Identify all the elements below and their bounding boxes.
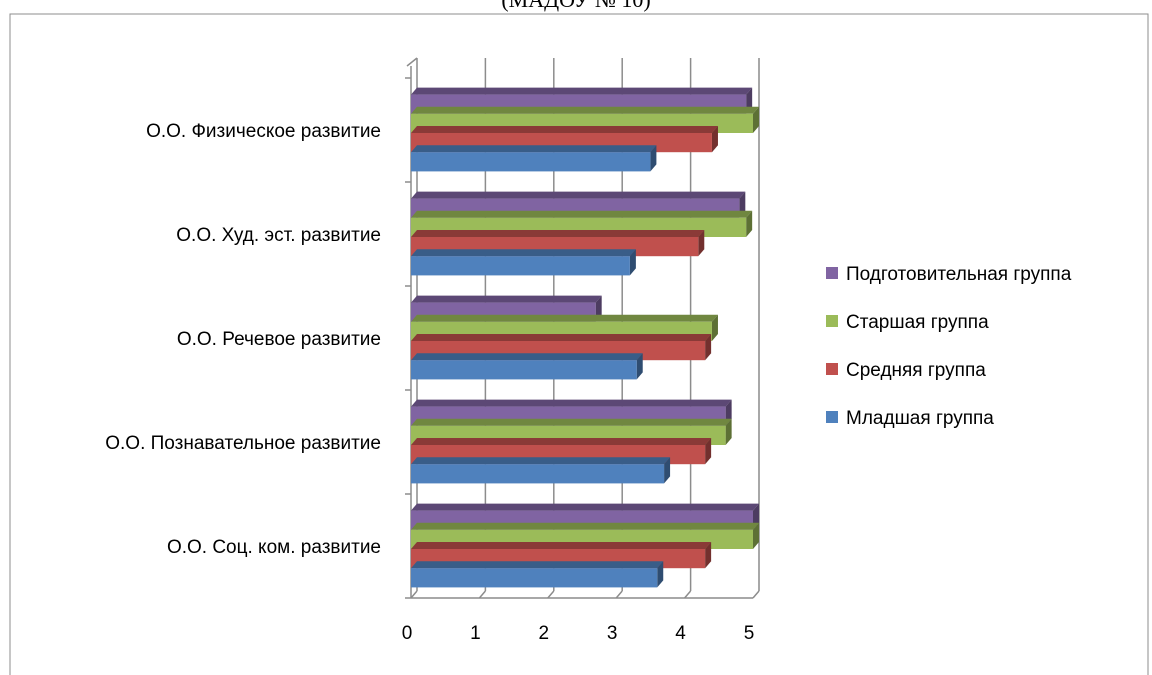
legend-label: Подготовительная группа — [846, 264, 1072, 285]
bar — [411, 249, 636, 276]
gridline-floor — [478, 590, 486, 599]
legend-swatch — [826, 267, 838, 279]
axis-wall-edge — [406, 57, 418, 67]
bar-top-face — [411, 503, 759, 511]
legend-swatch — [826, 411, 838, 423]
x-tick-label: 4 — [675, 623, 686, 644]
bar-front-face — [411, 464, 665, 484]
bars-layer — [411, 87, 759, 588]
bar-top-face — [411, 249, 636, 257]
bar-top-face — [411, 295, 602, 303]
bar — [411, 145, 657, 172]
bar-end-face — [725, 418, 732, 445]
bar-top-face — [411, 106, 759, 114]
bar-end-face — [705, 438, 712, 465]
gridline-floor — [547, 590, 555, 599]
bar-top-face — [411, 561, 664, 569]
bar — [411, 561, 664, 588]
bar — [411, 457, 671, 484]
category-label: О.О. Худ. эст. развитие — [176, 225, 381, 246]
chart-frame — [9, 13, 1149, 675]
bar-top-face — [411, 145, 657, 153]
page-title: (МАДОУ № 10) — [0, 0, 1152, 13]
category-label: О.О. Познавательное развитие — [105, 433, 381, 454]
bar-top-face — [411, 457, 671, 465]
x-tick-label: 2 — [539, 623, 550, 644]
bar-top-face — [411, 87, 753, 95]
gridline-floor — [615, 590, 623, 599]
bar-end-face — [753, 522, 759, 549]
bar-top-face — [411, 230, 705, 237]
bar-end-face — [636, 353, 643, 380]
bar-top-face — [411, 438, 712, 445]
category-label: О.О. Соц. ком. развитие — [167, 537, 381, 558]
gridline-floor — [410, 590, 418, 599]
bar-end-face — [629, 249, 636, 276]
category-label: О.О. Речевое развитие — [177, 329, 381, 350]
bar-front-face — [411, 568, 658, 588]
legend-label: Старшая группа — [846, 312, 989, 333]
bar-top-face — [411, 542, 712, 549]
gridline-floor — [684, 590, 692, 599]
bar-front-face — [411, 360, 637, 380]
bar — [411, 353, 643, 380]
bar-top-face — [411, 210, 753, 218]
bar-end-face — [657, 561, 664, 588]
category-label: О.О. Физическое развитие — [146, 121, 381, 142]
bar-top-face — [411, 418, 732, 426]
bar-end-face — [705, 542, 712, 569]
bar-top-face — [411, 353, 643, 361]
bar-end-face — [664, 457, 671, 484]
labels-layer: 0 1 2 3 4 5 О.О. Соц. ком. развитие О.О. Познав… — [105, 121, 754, 644]
bar-end-face — [698, 230, 705, 257]
legend-label: Средняя группа — [846, 360, 986, 381]
bar-top-face — [411, 314, 718, 322]
bar-top-face — [411, 399, 732, 407]
x-tick-label: 3 — [607, 623, 618, 644]
x-tick-label: 1 — [470, 623, 481, 644]
bar-top-face — [411, 191, 746, 199]
bar-end-face — [711, 314, 718, 341]
bar-top-face — [411, 334, 712, 341]
bar-end-face — [711, 126, 718, 153]
x-tick-label: 5 — [744, 623, 755, 644]
bar-end-face — [650, 145, 657, 172]
bar-end-face — [746, 210, 753, 237]
gridline-floor — [752, 590, 760, 599]
bar-top-face — [411, 126, 718, 133]
bar-top-face — [411, 522, 759, 530]
bar-front-face — [411, 256, 630, 276]
bar-end-face — [753, 106, 759, 133]
legend-label: Младшая группа — [846, 408, 994, 429]
x-tick-label: 0 — [402, 623, 413, 644]
legend-swatch — [826, 315, 838, 327]
bar-front-face — [411, 152, 651, 172]
bar-end-face — [705, 334, 712, 361]
legend-swatch — [826, 363, 838, 375]
legend: Подготовительная группа Старшая группа Сре… — [826, 264, 1072, 429]
